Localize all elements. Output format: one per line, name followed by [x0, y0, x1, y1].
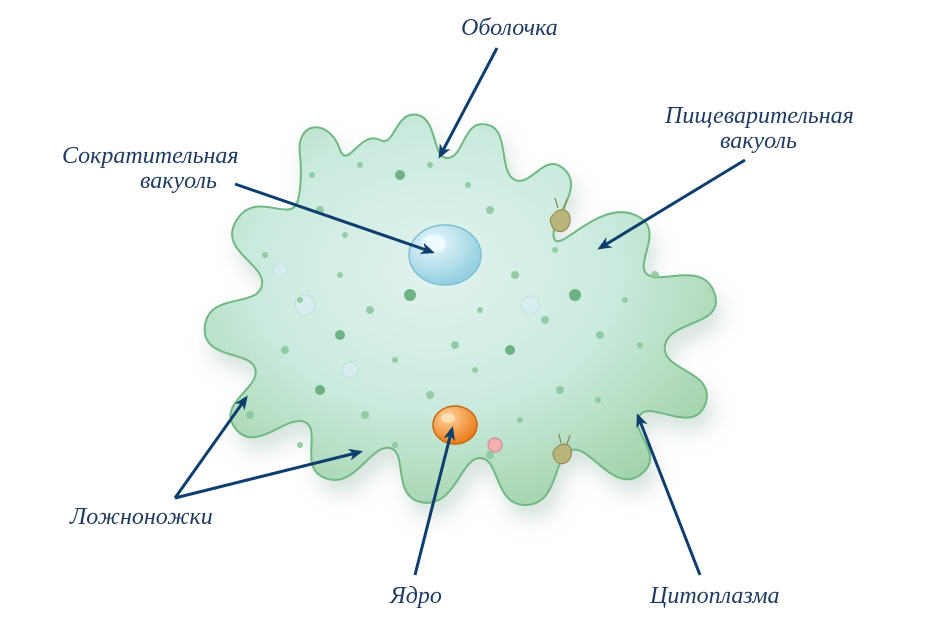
arrow-pseudo1 [175, 398, 246, 498]
arrow-nucleus [415, 429, 452, 575]
pink-granule [488, 438, 502, 452]
arrow-contractile [235, 184, 432, 252]
label-pseudopodia: Ложноножки [70, 504, 213, 531]
label-digestive-vacuole-line1: Пищеварительная [665, 103, 854, 130]
label-contractile-vacuole-line1: Сократительная [62, 143, 239, 170]
label-digestive-vacuole-line2: вакуоль [720, 128, 797, 155]
label-membrane: Оболочка [461, 15, 558, 42]
pointer-arrows [175, 48, 745, 575]
contractile-vacuole [409, 225, 481, 285]
small-vacuole [295, 295, 315, 315]
label-nucleus: Ядро [390, 583, 442, 610]
food-particle [553, 434, 572, 464]
amoeba-diagram [0, 0, 940, 625]
arrow-cytoplasm [638, 416, 700, 575]
small-vacuole [273, 263, 287, 277]
arrow-digestive [600, 160, 745, 248]
arrow-pseudo2 [175, 452, 360, 498]
small-vacuole [521, 296, 539, 314]
cytoplasm-granules [246, 162, 659, 459]
label-contractile-vacuole-line2: вакуоль [140, 168, 217, 195]
cell-membrane-outline [205, 115, 716, 505]
nucleus [433, 406, 477, 444]
food-particle [550, 198, 570, 232]
amoeba-body [205, 115, 716, 505]
arrow-membrane [440, 48, 497, 156]
small-vacuole [342, 362, 358, 378]
label-cytoplasm: Цитоплазма [650, 583, 780, 610]
